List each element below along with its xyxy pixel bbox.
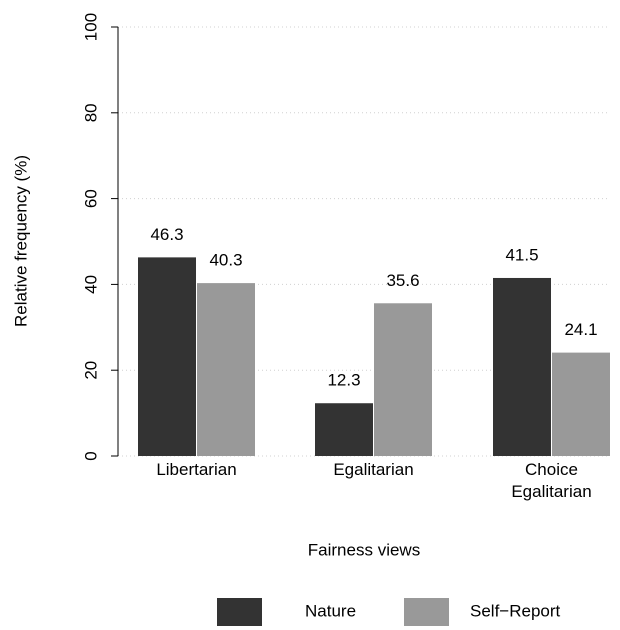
bar: [138, 257, 196, 456]
y-tick-label: 0: [81, 451, 100, 460]
value-label: 12.3: [327, 371, 360, 390]
legend-swatch: [404, 598, 449, 626]
bar: [493, 277, 551, 456]
bar: [315, 403, 373, 456]
value-label: 46.3: [150, 225, 183, 244]
legend-label: Self−Report: [470, 601, 561, 620]
bar: [552, 352, 610, 456]
y-tick-label: 20: [81, 361, 100, 380]
legend-swatch: [217, 598, 262, 626]
value-label: 40.3: [209, 251, 242, 270]
x-tick-label: Egalitarian: [333, 460, 414, 479]
value-label: 35.6: [386, 271, 419, 290]
y-axis-title: Relative frequency (%): [11, 155, 30, 327]
x-tick-label: Libertarian: [156, 460, 237, 479]
value-label: 24.1: [564, 320, 597, 339]
y-tick-label: 80: [81, 103, 100, 122]
bar: [374, 303, 432, 456]
x-tick-label: Choice Egalitarian: [511, 460, 592, 501]
y-tick-label: 40: [81, 275, 100, 294]
legend-label: Nature: [305, 601, 356, 620]
value-label: 41.5: [505, 245, 538, 264]
y-tick-label: 100: [81, 13, 100, 41]
y-tick-label: 60: [81, 189, 100, 208]
x-axis-title: Fairness views: [308, 540, 420, 559]
bar: [197, 283, 255, 456]
